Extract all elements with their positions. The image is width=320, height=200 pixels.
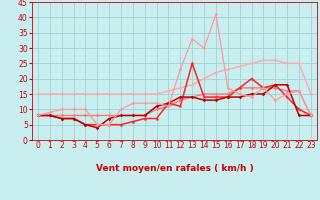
X-axis label: Vent moyen/en rafales ( km/h ): Vent moyen/en rafales ( km/h ) xyxy=(96,164,253,173)
